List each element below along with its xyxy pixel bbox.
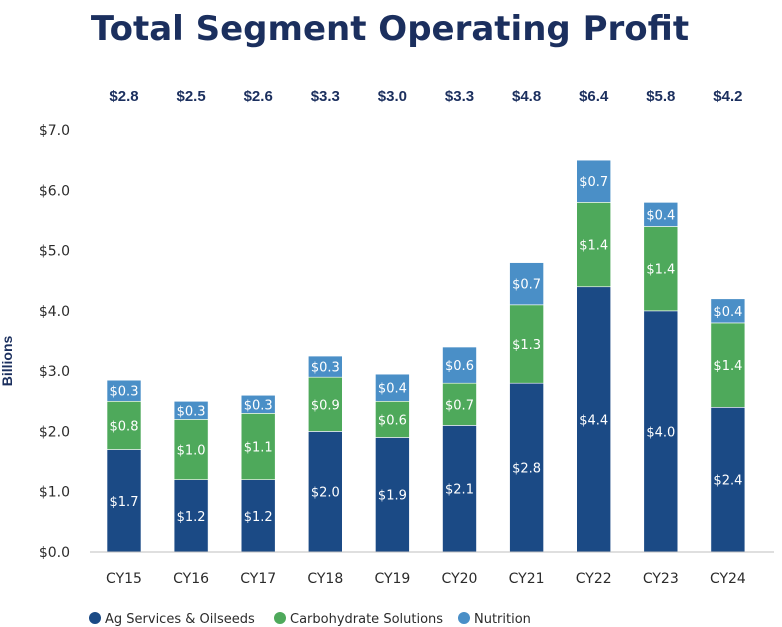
total-value-label: $2.6 [244, 88, 273, 105]
x-axis-categories: CY15 CY16 CY17 CY18 CY19 CY20 CY21 CY22 CY23 CY24 [106, 571, 746, 587]
total-value-label: $4.2 [713, 88, 742, 105]
bar-segment [307, 376, 343, 432]
bar-segment [307, 355, 343, 378]
legend-label: Ag Services & Oilseeds [105, 612, 255, 627]
y-tick-label: $2.0 [39, 424, 70, 440]
total-value-label: $2.8 [109, 88, 138, 105]
x-category-label: CY19 [374, 571, 410, 587]
segment-value-label: $2.1 [445, 483, 474, 498]
x-category-label: CY18 [307, 571, 343, 587]
bar-segment [576, 286, 612, 553]
bar-segment [240, 394, 276, 414]
legend-swatch [458, 612, 470, 624]
bar-segment [375, 373, 410, 402]
segment-value-label: $0.3 [177, 404, 206, 419]
segment-value-label: $4.0 [646, 425, 675, 440]
x-category-label: CY16 [173, 571, 209, 587]
segment-value-label: $1.4 [713, 359, 742, 374]
total-value-label: $6.4 [579, 88, 609, 105]
bar-segment [643, 202, 679, 227]
y-tick-label: $6.0 [39, 183, 70, 199]
bar-segment [643, 226, 679, 312]
bar-segment [710, 322, 746, 408]
segment-value-label: $0.6 [445, 359, 474, 374]
bar-segment [106, 379, 142, 402]
x-category-label: CY20 [442, 571, 478, 587]
segment-value-label: $0.7 [445, 398, 474, 413]
segment-value-label: $1.4 [646, 263, 675, 278]
x-category-label: CY21 [509, 571, 545, 587]
segment-value-label: $1.2 [177, 510, 206, 525]
segment-value-label: $1.1 [244, 441, 273, 456]
segment-value-label: $4.4 [579, 413, 608, 428]
x-category-label: CY24 [710, 571, 746, 587]
bar-segment [173, 400, 209, 420]
segment-value-label: $0.9 [311, 398, 340, 413]
legend: Ag Services & Oilseeds Carbohydrate Solut… [89, 612, 531, 627]
total-labels: $2.8 $2.5 $2.6 $3.3 $3.0 $3.3 $4.8 $6.4 $5.8 $4.2 [109, 88, 742, 105]
segment-value-label: $1.9 [378, 489, 407, 504]
x-category-label: CY22 [576, 571, 612, 587]
legend-swatch [274, 612, 286, 624]
segment-value-label: $1.0 [177, 444, 206, 459]
bar-segment [442, 382, 477, 426]
bar-segment [173, 479, 209, 553]
bar-segment [442, 425, 477, 553]
total-value-label: $4.8 [512, 88, 541, 105]
legend-label: Carbohydrate Solutions [290, 612, 443, 627]
segment-value-label: $1.4 [579, 239, 608, 254]
bar-segment [509, 262, 544, 306]
bar-segment [442, 346, 477, 384]
x-category-label: CY15 [106, 571, 142, 587]
bar-segment [240, 479, 276, 553]
y-tick-label: $4.0 [39, 304, 70, 320]
total-value-label: $3.0 [378, 88, 407, 105]
segment-value-label: $1.2 [244, 510, 273, 525]
segment-value-label: $0.3 [110, 385, 139, 400]
y-axis-label: Billions [0, 336, 15, 387]
bar-segment [576, 202, 612, 288]
bar-segment [106, 400, 142, 450]
segment-value-label: $0.3 [311, 361, 340, 376]
bar-segment [710, 298, 746, 324]
total-value-label: $3.3 [445, 88, 474, 105]
segment-value-label: $0.4 [713, 305, 742, 320]
y-tick-label: $1.0 [39, 485, 70, 501]
y-tick-label: $3.0 [39, 364, 70, 380]
x-category-label: CY17 [240, 571, 276, 587]
legend-swatch [89, 612, 101, 624]
legend-label: Nutrition [474, 612, 531, 627]
total-value-label: $3.3 [311, 88, 340, 105]
bar-segment [173, 419, 209, 480]
segment-value-label: $2.8 [512, 462, 541, 477]
segment-value-label: $1.3 [512, 338, 541, 353]
bar-segment [106, 449, 142, 553]
y-axis-ticks: $0.0 $1.0 $2.0 $3.0 $4.0 $5.0 $6.0 $7.0 [39, 123, 70, 561]
segment-value-label: $0.4 [646, 208, 675, 223]
segment-value-label: $0.7 [512, 278, 541, 293]
segment-value-label: $0.6 [378, 413, 407, 428]
segment-value-label: $0.3 [244, 398, 273, 413]
segment-value-label: $2.4 [713, 474, 742, 489]
bar-segment [710, 407, 746, 553]
segment-value-label: $0.8 [110, 419, 139, 434]
bar-segment [375, 400, 410, 438]
bar-segment [509, 304, 544, 384]
y-tick-label: $0.0 [39, 545, 70, 561]
bar-segment [576, 159, 612, 203]
segment-value-label: $0.7 [579, 175, 608, 190]
x-category-label: CY23 [643, 571, 679, 587]
bars: $1.7 $0.8 $0.3 $1.2 $1.0 $0.3 $1.2 $1.1 $0.3 $2.0… [106, 159, 746, 553]
y-tick-label: $5.0 [39, 244, 70, 260]
total-value-label: $2.5 [176, 88, 205, 105]
segment-value-label: $0.4 [378, 382, 407, 397]
chart-title: Total Segment Operating Profit [91, 9, 689, 49]
y-tick-label: $7.0 [39, 123, 70, 139]
bar-segment [240, 413, 276, 480]
segment-value-label: $2.0 [311, 486, 340, 501]
segment-value-label: $1.7 [110, 495, 139, 510]
total-value-label: $5.8 [646, 88, 675, 105]
